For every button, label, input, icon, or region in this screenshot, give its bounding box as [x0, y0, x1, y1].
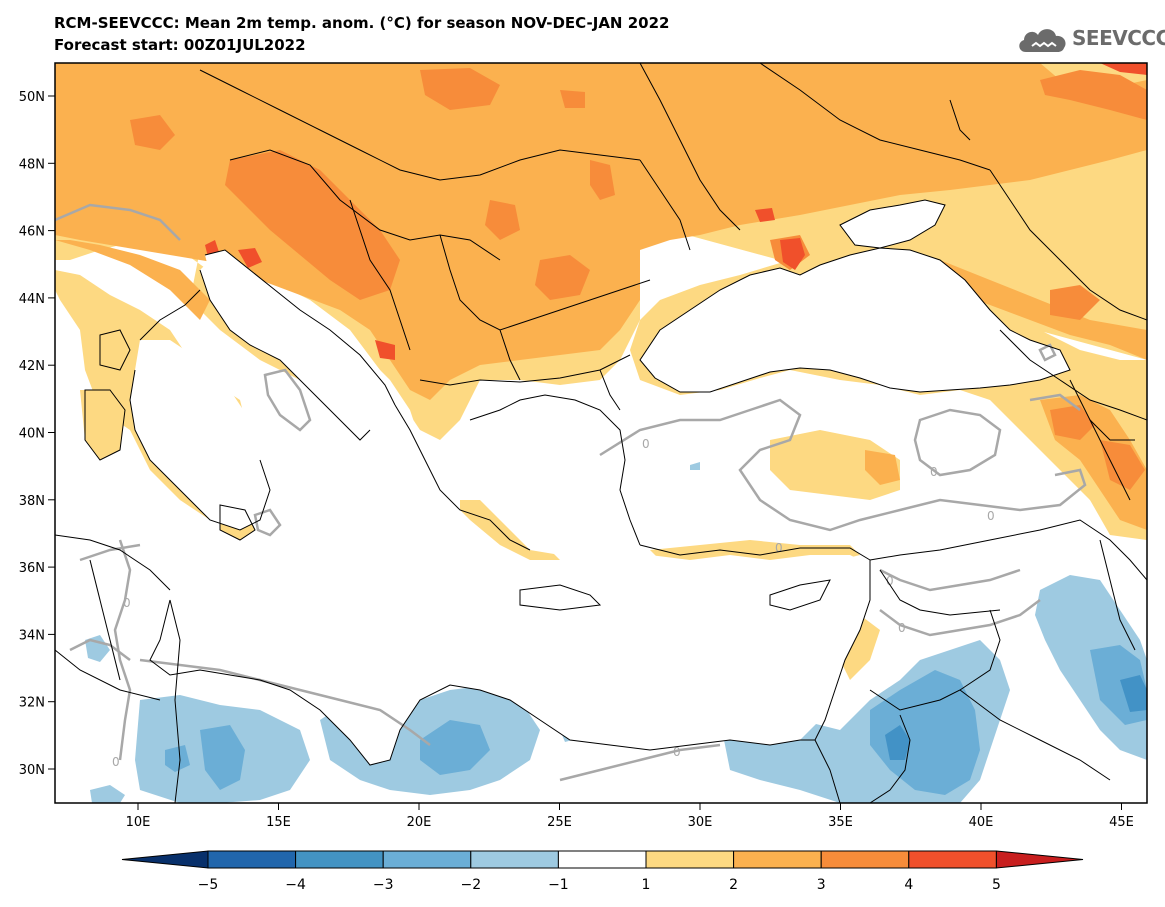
colorbar-segment [295, 850, 384, 869]
latitude-label: 46N [19, 225, 45, 240]
longitude-label: 45E [1109, 815, 1134, 830]
tyrrhenian-sea [130, 340, 270, 530]
longitude-label: 15E [266, 815, 291, 830]
latitude-label: 42N [19, 359, 45, 374]
cool-anomaly-level-2 [165, 645, 1147, 795]
contour-label: 0 [123, 596, 131, 610]
contour-label: 0 [898, 621, 906, 635]
latitude-label: 44N [19, 292, 45, 307]
colorbar-label: −4 [285, 877, 306, 893]
longitude-label: 20E [407, 815, 432, 830]
contour-label: 0 [930, 465, 938, 479]
latitude-label: 34N [19, 628, 45, 643]
zero-contours [55, 203, 1087, 782]
colorbar-label: 4 [904, 877, 913, 893]
warm-anomaly-level-4 [205, 63, 1147, 360]
latitude-label: 38N [19, 494, 45, 509]
mediterranean-sea [55, 255, 870, 765]
colorbar-segment [557, 850, 647, 869]
contour-label: 0 [886, 574, 894, 588]
colorbar-segment [820, 850, 910, 869]
colorbar-label: 2 [729, 877, 738, 893]
longitude-label: 30E [688, 815, 713, 830]
contour-label: 0 [673, 745, 681, 759]
latitude-label: 48N [19, 157, 45, 172]
colorbar-lower-extension [121, 850, 209, 869]
colorbar: −5 −4 −3 −2 −1 1 2 3 4 5 [121, 850, 1084, 893]
colorbar-segment [207, 850, 297, 869]
borders [55, 63, 1147, 803]
latitude-axis: 50N 48N 46N 44N 42N 40N 38N 36N 34N 32N 30N [19, 90, 55, 778]
colorbar-label: −3 [373, 877, 394, 893]
colorbar-label: −1 [548, 877, 569, 893]
seevccc-logo: SEEVCCC [1016, 22, 1165, 56]
contour-label: 0 [775, 541, 783, 555]
map-plot-area: 0 0 0 0 0 0 0 0 0 [55, 63, 1147, 803]
ionian-sea [300, 410, 445, 540]
adriatic-sea [205, 250, 395, 420]
colorbar-segment [382, 850, 472, 869]
cool-anomaly-level-3 [885, 675, 1147, 760]
contour-label: 0 [112, 755, 120, 769]
logo-text: SEEVCCC [1072, 26, 1165, 50]
longitude-label: 35E [828, 815, 853, 830]
colorbar-upper-extension [995, 850, 1084, 869]
black-sea [640, 248, 1070, 392]
forecast-start-label: Forecast start: 00Z01JUL2022 [54, 36, 306, 54]
warm-anomaly-level-3 [130, 68, 1147, 490]
contour-label: 0 [987, 509, 995, 523]
colorbar-label: −2 [460, 877, 481, 893]
colorbar-label: 5 [992, 877, 1001, 893]
colorbar-segment [733, 850, 822, 869]
latitude-label: 50N [19, 90, 45, 105]
longitude-label: 25E [547, 815, 572, 830]
longitude-label: 10E [126, 815, 151, 830]
colorbar-label: 1 [642, 877, 651, 893]
map-title: RCM-SEEVCCC: Mean 2m temp. anom. (°C) fo… [54, 14, 670, 32]
latitude-label: 36N [19, 561, 45, 576]
latitude-label: 30N [19, 763, 45, 778]
latitude-label: 32N [19, 696, 45, 711]
cloud-logo-icon [1019, 29, 1066, 52]
colorbar-segment [645, 850, 735, 869]
latitude-label: 40N [19, 427, 45, 442]
contour-labels: 0 0 0 0 0 0 0 0 0 [112, 437, 995, 769]
longitude-label: 40E [969, 815, 994, 830]
colorbar-segment [470, 850, 559, 869]
colorbar-label: 3 [817, 877, 826, 893]
sea-areas [55, 200, 1070, 765]
contour-label: 0 [642, 437, 650, 451]
longitude-axis: 10E 15E 20E 25E 30E 35E 40E 45E [126, 803, 1134, 830]
aegean-sea [460, 395, 640, 555]
colorbar-segment [908, 850, 997, 869]
colorbar-label: −5 [198, 877, 219, 893]
